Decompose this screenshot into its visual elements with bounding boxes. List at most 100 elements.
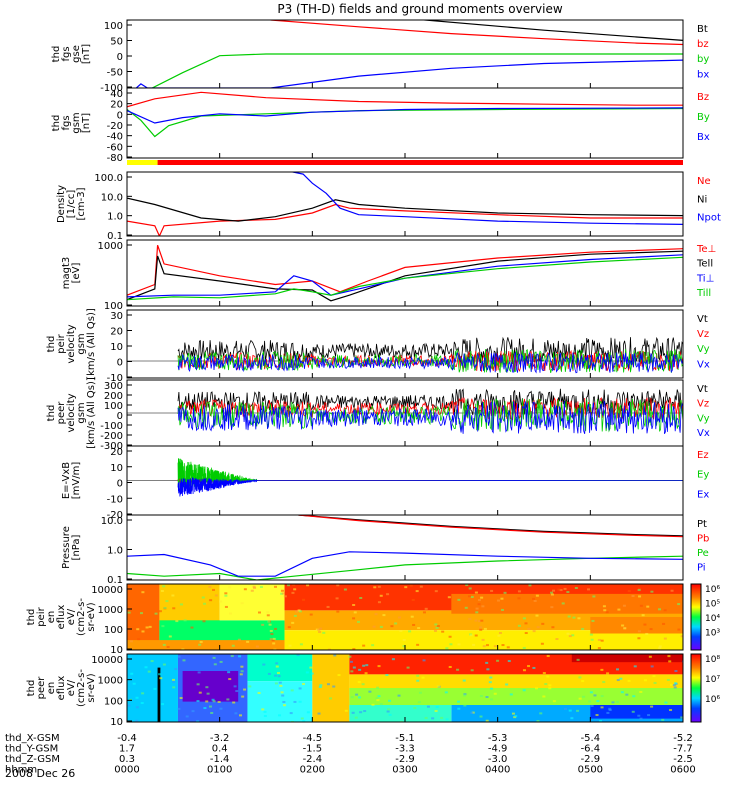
peir_eflux-speckle bbox=[457, 643, 461, 646]
velocity_gse-ytick-label: -100 bbox=[100, 421, 123, 432]
peer_eflux-speckle bbox=[436, 685, 440, 688]
fgs_gse-series-by bbox=[150, 53, 683, 88]
peer_eflux-speckle bbox=[377, 695, 381, 698]
peer_eflux-speckle bbox=[596, 700, 600, 703]
peer_eflux-speckle bbox=[548, 684, 552, 687]
peer_eflux-speckle bbox=[616, 679, 620, 682]
velocity_gse-ylabel: thd bbox=[46, 405, 57, 422]
peir_eflux-speckle bbox=[288, 644, 292, 647]
velocity_gsm-legend-Vt: Vt bbox=[697, 314, 708, 325]
peer_eflux-speckle bbox=[606, 672, 610, 675]
peir_eflux-speckle bbox=[527, 627, 531, 630]
peir_eflux-speckle bbox=[145, 626, 149, 629]
efield-ytick-label: -20 bbox=[107, 510, 123, 521]
ephemeris-value: -2.4 bbox=[303, 754, 323, 765]
velocity_gsm-legend-Vz: Vz bbox=[697, 329, 709, 340]
peer_eflux-speckle bbox=[161, 703, 165, 706]
peir_eflux-speckle bbox=[566, 591, 570, 594]
peer_eflux-speckle bbox=[348, 655, 352, 658]
peer_eflux-speckle bbox=[448, 665, 452, 668]
peer_eflux-speckle bbox=[422, 659, 426, 662]
peer_eflux-speckle bbox=[463, 694, 467, 697]
peir_eflux-speckle bbox=[663, 609, 667, 612]
velocity_gse-ytick-label: -300 bbox=[100, 441, 123, 452]
panel-temperature: Te⊥ Tell Ti⊥ Till 1000 100 magt3 [eV] bbox=[61, 239, 716, 312]
peer_eflux-speckle bbox=[276, 671, 280, 674]
fgs_gsm-ytick-label: -40 bbox=[107, 132, 123, 143]
peir_eflux-speckle bbox=[372, 625, 376, 628]
peir_eflux-speckle bbox=[141, 630, 145, 633]
mode-bar bbox=[127, 160, 683, 165]
peer_eflux-speckle bbox=[326, 683, 330, 686]
efield-series-Ex bbox=[177, 476, 683, 497]
velocity_gse-ylabel: peer bbox=[56, 401, 67, 425]
peer_eflux-speckle bbox=[213, 663, 217, 666]
ephemeris-value: -5.4 bbox=[581, 733, 601, 744]
peer_eflux-speckle bbox=[650, 665, 654, 668]
velocity_gsm-ylabel: peir bbox=[56, 333, 67, 353]
temperature-legend-Till: Till bbox=[696, 288, 711, 299]
ephemeris-value: -1.5 bbox=[303, 744, 323, 755]
peer_eflux-speckle bbox=[280, 691, 284, 694]
fgs_gse-ylabel: thd bbox=[51, 46, 62, 63]
fgs_gsm-ytick-label: -60 bbox=[107, 142, 123, 153]
peer_eflux-speckle bbox=[568, 709, 572, 712]
peir_eflux-speckle bbox=[586, 588, 590, 591]
ephemeris-label: thd_Z-GSM bbox=[5, 754, 60, 765]
density-ytick-label: 10.0 bbox=[101, 192, 123, 203]
peir_eflux-ylabel: (cm2-s- bbox=[76, 598, 87, 636]
peir_eflux-cell-3 bbox=[219, 584, 285, 621]
density-series-Npot bbox=[289, 172, 683, 225]
peir_eflux-speckle bbox=[291, 591, 295, 594]
temperature-plot-area bbox=[127, 245, 683, 302]
peir_eflux-speckle bbox=[550, 593, 554, 596]
peir_eflux-speckle bbox=[551, 626, 555, 629]
peir_eflux-ytick-label: 10000 bbox=[91, 585, 123, 596]
peer_eflux-ytick-label: 10 bbox=[110, 717, 123, 728]
peer_eflux-speckle bbox=[485, 661, 489, 664]
peir_eflux-speckle bbox=[631, 595, 635, 598]
peir_eflux-speckle bbox=[235, 648, 239, 650]
peer_eflux-speckle bbox=[445, 718, 449, 721]
peer_eflux-speckle bbox=[542, 672, 546, 675]
peer_eflux-speckle bbox=[564, 708, 568, 711]
peir_eflux-speckle bbox=[280, 592, 284, 595]
peir_eflux-speckle bbox=[481, 638, 485, 641]
peer_eflux-ylabel: thd bbox=[26, 680, 37, 697]
fgs_gsm-series-Bx bbox=[127, 107, 683, 124]
peir_eflux-speckle bbox=[477, 599, 481, 602]
peir_eflux-speckle bbox=[645, 632, 649, 635]
peir_eflux-speckle bbox=[591, 619, 595, 622]
peer_eflux-speckle bbox=[147, 670, 151, 673]
peir_eflux-ylabel: eV/ bbox=[66, 608, 77, 625]
efield-legend-Ex: Ex bbox=[697, 489, 709, 500]
pressure-legend-Pe: Pe bbox=[697, 548, 709, 559]
peer_eflux-speckle bbox=[217, 700, 221, 703]
peir_eflux-speckle bbox=[202, 602, 206, 605]
peer_eflux-speckle bbox=[329, 697, 333, 700]
peir_eflux-speckle bbox=[273, 585, 277, 588]
peer_eflux-speckle bbox=[357, 681, 361, 684]
peer_eflux-speckle bbox=[619, 677, 623, 680]
pressure-ylabel: Pressure bbox=[61, 526, 72, 569]
velocity_gsm-ylabel: thd bbox=[46, 336, 57, 353]
peir_eflux-speckle bbox=[501, 644, 505, 647]
peir_eflux-speckle bbox=[480, 596, 484, 599]
peer_eflux-speckle bbox=[205, 700, 209, 703]
peir_eflux-speckle bbox=[246, 640, 250, 643]
peir_eflux-speckle bbox=[424, 607, 428, 610]
density-series-Ne bbox=[127, 203, 683, 236]
peir_eflux-speckle bbox=[649, 628, 653, 631]
peer_eflux-speckle bbox=[172, 678, 176, 681]
peir_eflux-speckle bbox=[524, 622, 528, 625]
velocity_gsm-ytick-label: 10 bbox=[110, 342, 123, 353]
peer_eflux-speckle bbox=[363, 710, 367, 713]
temperature-legend-Ti⊥: Ti⊥ bbox=[696, 273, 714, 284]
peir_eflux-speckle bbox=[319, 627, 323, 630]
peer_eflux-speckle bbox=[302, 720, 306, 722]
peir_eflux-speckle bbox=[436, 624, 440, 627]
peer_eflux-speckle bbox=[344, 709, 348, 712]
peir_eflux-speckle bbox=[457, 598, 461, 601]
peir_eflux-speckle bbox=[417, 627, 421, 630]
peer_eflux-speckle bbox=[333, 654, 337, 657]
